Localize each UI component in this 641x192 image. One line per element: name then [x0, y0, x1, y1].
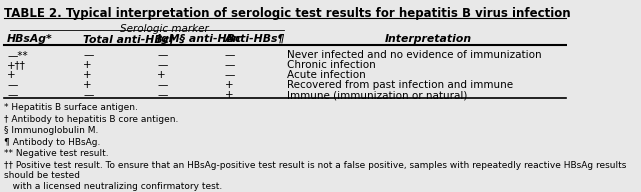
- Text: +: +: [225, 80, 233, 90]
- Text: —: —: [157, 60, 167, 70]
- Text: Anti-HBs¶: Anti-HBs¶: [225, 34, 285, 44]
- Text: —: —: [225, 60, 235, 70]
- Text: —: —: [7, 80, 17, 90]
- Text: —: —: [225, 50, 235, 60]
- Text: —: —: [7, 90, 17, 100]
- Text: IgM§ anti-HBc: IgM§ anti-HBc: [157, 34, 242, 44]
- Text: +††: +††: [7, 60, 26, 70]
- Text: +: +: [225, 90, 233, 100]
- Text: Chronic infection: Chronic infection: [287, 60, 376, 70]
- Text: § Immunoglobulin M.: § Immunoglobulin M.: [4, 126, 99, 135]
- Text: ** Negative test result.: ** Negative test result.: [4, 149, 109, 158]
- Text: —: —: [157, 50, 167, 60]
- Text: +: +: [83, 60, 92, 70]
- Text: +: +: [83, 70, 92, 80]
- Text: Immune (immunization or natural): Immune (immunization or natural): [287, 90, 467, 100]
- Text: HBsAg*: HBsAg*: [7, 34, 53, 44]
- Text: +: +: [83, 80, 92, 90]
- Text: —: —: [83, 50, 94, 60]
- Text: —**: —**: [7, 50, 28, 60]
- Text: † Antibody to hepatitis B core antigen.: † Antibody to hepatitis B core antigen.: [4, 115, 179, 124]
- Text: +: +: [157, 70, 165, 80]
- Text: Never infected and no evidence of immunization: Never infected and no evidence of immuni…: [287, 50, 542, 60]
- Text: Interpretation: Interpretation: [385, 34, 472, 44]
- Text: * Hepatitis B surface antigen.: * Hepatitis B surface antigen.: [4, 103, 138, 112]
- Text: —: —: [157, 90, 167, 100]
- Text: Total anti-HBc†: Total anti-HBc†: [83, 34, 175, 44]
- Text: Acute infection: Acute infection: [287, 70, 366, 80]
- Text: —: —: [157, 80, 167, 90]
- Text: TABLE 2. Typical interpretation of serologic test results for hepatitis B virus : TABLE 2. Typical interpretation of serol…: [4, 7, 571, 20]
- Text: Recovered from past infection and immune: Recovered from past infection and immune: [287, 80, 513, 90]
- Text: +: +: [7, 70, 15, 80]
- Text: —: —: [225, 70, 235, 80]
- Text: †† Positive test result. To ensure that an HBsAg-positive test result is not a f: †† Positive test result. To ensure that …: [4, 161, 627, 191]
- Text: ¶ Antibody to HBsAg.: ¶ Antibody to HBsAg.: [4, 138, 101, 147]
- Text: —: —: [83, 90, 94, 100]
- Text: Serologic marker: Serologic marker: [120, 24, 208, 34]
